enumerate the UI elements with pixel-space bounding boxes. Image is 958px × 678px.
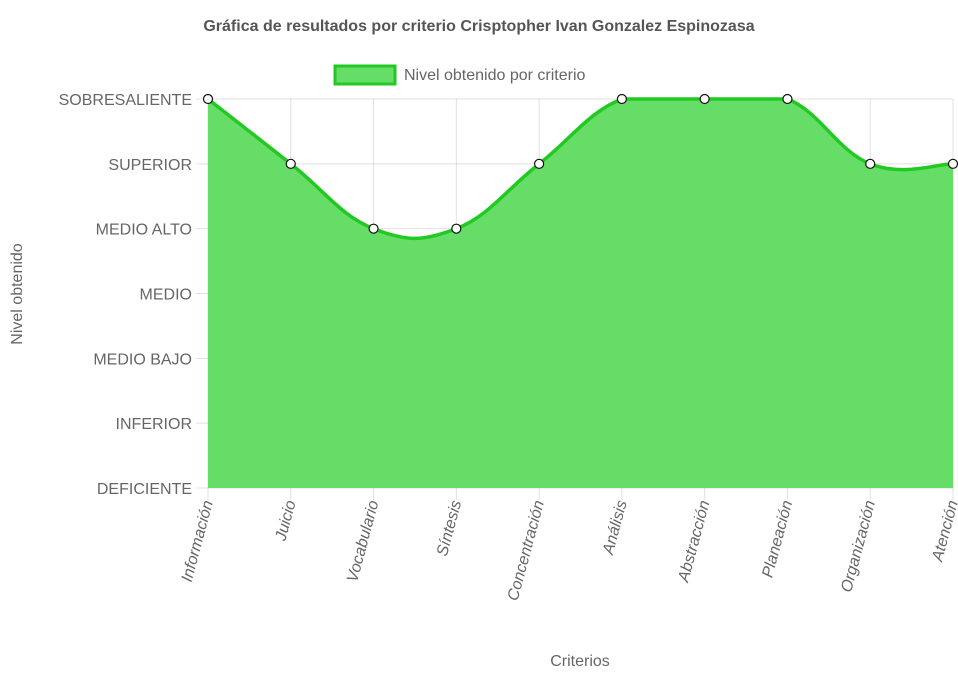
x-tick-label: Síntesis xyxy=(434,499,465,558)
x-tick-label: Concentración xyxy=(505,499,548,603)
data-point[interactable] xyxy=(202,93,214,105)
x-tick-label: Análisis xyxy=(600,499,631,558)
x-axis-label: Criterios xyxy=(550,653,610,670)
x-tick-label: Atención xyxy=(929,499,958,565)
data-point[interactable] xyxy=(285,158,296,169)
y-tick-label: INFERIOR xyxy=(116,416,192,433)
data-points xyxy=(202,93,958,234)
series-area xyxy=(208,99,953,488)
data-point[interactable] xyxy=(451,223,462,234)
x-tick-label: Planeación xyxy=(759,499,796,580)
chart-title: Gráfica de resultados por criterio Crisp… xyxy=(203,18,754,35)
series-line xyxy=(206,97,954,241)
data-point[interactable] xyxy=(534,158,545,169)
legend-label: Nivel obtenido por criterio xyxy=(404,67,586,84)
data-point[interactable] xyxy=(699,93,710,105)
data-point[interactable] xyxy=(368,223,379,234)
x-tick-label: Vocabulario xyxy=(344,499,382,585)
y-tick-label: MEDIO BAJO xyxy=(93,351,192,368)
y-tick-label: SOBRESALIENTE xyxy=(59,92,192,109)
x-tick-label: Abstracción xyxy=(675,499,713,585)
y-axis-label: Nivel obtenido xyxy=(9,243,26,345)
data-point[interactable] xyxy=(947,158,958,169)
y-tick-label: SUPERIOR xyxy=(108,157,192,174)
legend[interactable]: Nivel obtenido por criterio xyxy=(333,64,586,86)
legend-swatch xyxy=(333,64,397,86)
x-tick-label: Organización xyxy=(838,499,879,595)
y-tick-label: MEDIO xyxy=(140,287,192,304)
x-axis-ticks: Información Juicio Vocabulario Síntesis Conc… xyxy=(179,499,958,603)
y-axis-ticks: DEFICIENTE INFERIOR MEDIO BAJO MEDIO MEDIO A… xyxy=(59,92,192,498)
data-point[interactable] xyxy=(616,93,627,105)
x-tick-label: Juicio xyxy=(272,499,299,544)
data-point[interactable] xyxy=(782,93,793,105)
y-tick-label: DEFICIENTE xyxy=(97,481,192,498)
plot-area xyxy=(206,97,954,488)
y-tick-label: MEDIO ALTO xyxy=(96,222,192,239)
x-tick-label: Información xyxy=(179,499,217,584)
data-point[interactable] xyxy=(865,158,876,169)
